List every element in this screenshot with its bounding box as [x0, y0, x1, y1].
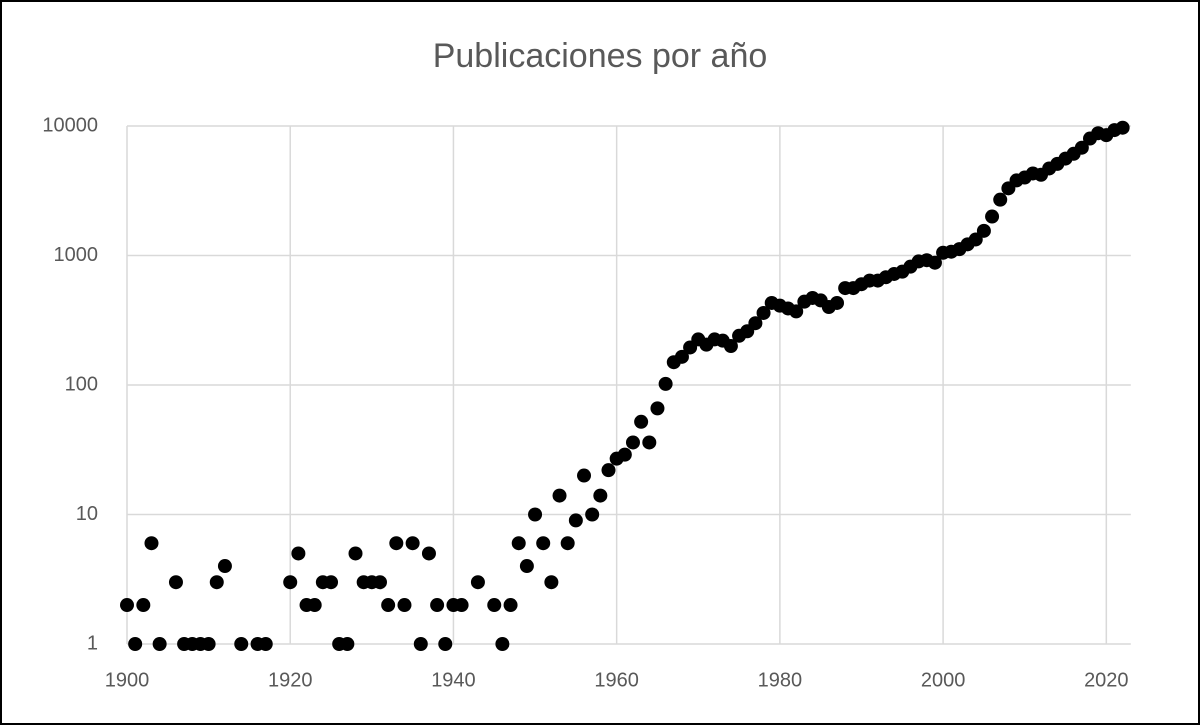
point [1074, 140, 1089, 155]
point [340, 637, 355, 651]
x-tick-label: 2020 [1084, 669, 1129, 691]
point [658, 376, 673, 391]
point [421, 546, 436, 561]
point [503, 598, 518, 613]
point [544, 575, 559, 590]
point [487, 598, 502, 613]
point [438, 637, 453, 651]
point [217, 559, 232, 574]
point [495, 637, 510, 651]
point [577, 468, 592, 483]
point [511, 536, 526, 551]
point [389, 536, 404, 551]
point [324, 575, 339, 590]
point [789, 304, 804, 319]
x-tick-label: 1940 [431, 669, 476, 691]
point [560, 536, 575, 551]
point [617, 447, 632, 462]
point [756, 305, 771, 320]
point [381, 598, 396, 613]
point [413, 637, 428, 651]
point [625, 435, 640, 450]
point [258, 637, 273, 651]
y-tick-label: 1 [87, 632, 98, 654]
point [152, 637, 167, 651]
chart-title: Publicaciones por año [433, 37, 768, 75]
point [830, 295, 845, 310]
point [136, 598, 151, 613]
point [585, 507, 600, 522]
point [120, 598, 134, 613]
point [348, 546, 363, 561]
point [748, 316, 763, 331]
y-tick-label: 100 [65, 373, 98, 395]
point [454, 598, 469, 613]
point [372, 575, 387, 590]
point [307, 598, 322, 613]
point [634, 414, 649, 429]
y-tick-label: 1000 [54, 244, 99, 266]
point [430, 598, 445, 613]
point [291, 546, 306, 561]
point [405, 536, 420, 551]
point [519, 559, 534, 574]
y-tick-label: 10 [76, 503, 98, 525]
point [993, 192, 1008, 207]
point [568, 513, 583, 528]
x-tick-label: 1980 [758, 669, 803, 691]
point [985, 209, 1000, 224]
y-tick-label: 10000 [42, 114, 98, 136]
point [650, 401, 665, 416]
x-tick-label: 1920 [268, 669, 313, 691]
point [976, 223, 991, 238]
point [528, 507, 543, 522]
point [723, 339, 738, 354]
point [144, 536, 159, 551]
point [601, 463, 616, 478]
point [201, 637, 216, 651]
point [209, 575, 224, 590]
x-tick-label: 2000 [921, 669, 966, 691]
point [593, 488, 608, 503]
point [128, 637, 143, 651]
point [234, 637, 249, 651]
point [674, 349, 689, 364]
point [397, 598, 412, 613]
x-tick-label: 1900 [105, 669, 150, 691]
x-tick-label: 1960 [594, 669, 639, 691]
point [470, 575, 485, 590]
point [1115, 120, 1130, 135]
point [283, 575, 298, 590]
point [552, 488, 567, 503]
point [927, 255, 942, 270]
point [536, 536, 551, 551]
point [168, 575, 183, 590]
point [642, 435, 657, 450]
